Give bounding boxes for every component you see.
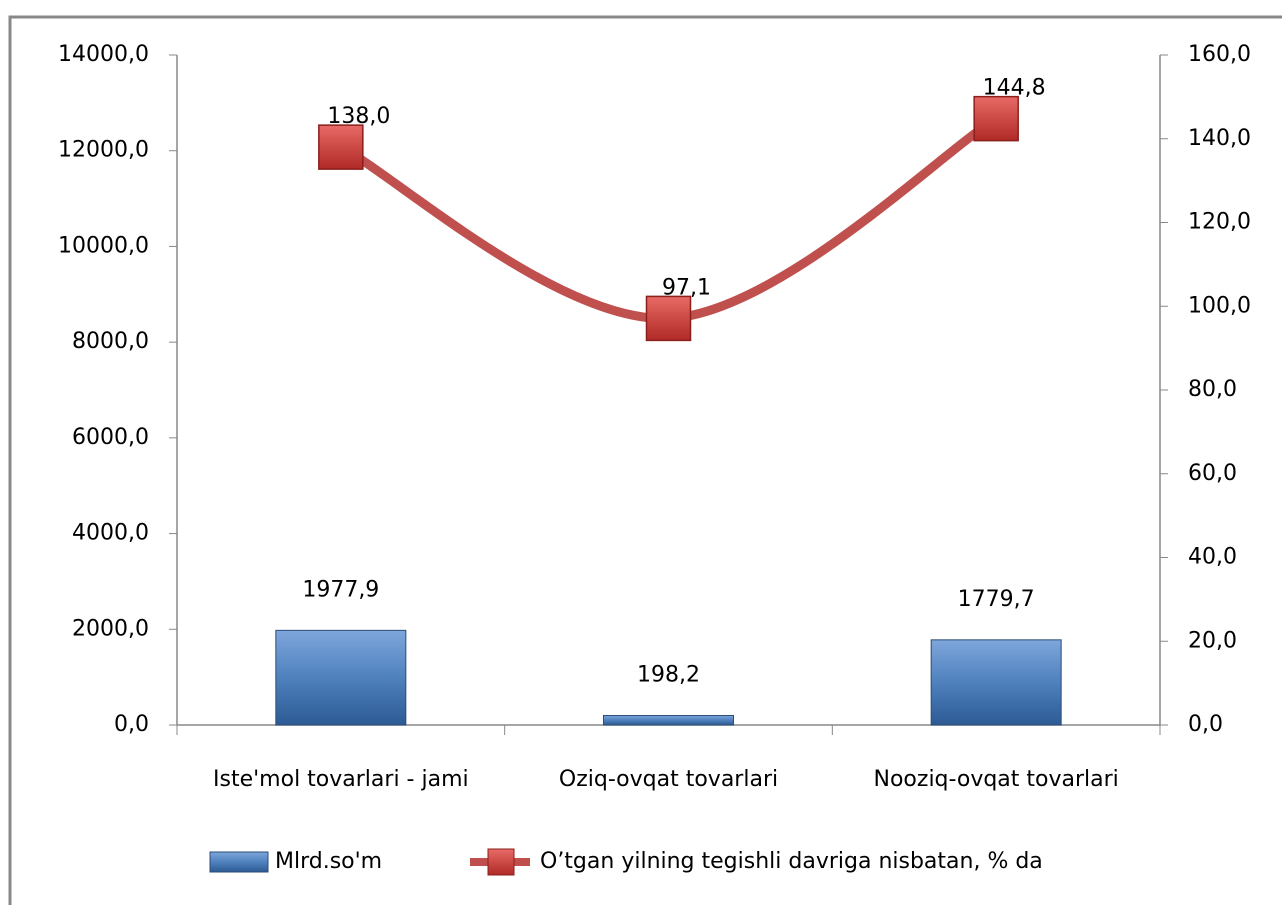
y-tick-label: 10000,0 <box>58 233 149 258</box>
chart-border <box>8 15 1282 905</box>
bar-value-label: 198,2 <box>637 663 700 688</box>
bar <box>603 715 734 726</box>
y-tick-label: 14000,0 <box>58 42 149 67</box>
line-marker <box>973 95 1019 142</box>
line-value-label: 97,1 <box>662 275 711 300</box>
bar <box>275 629 407 726</box>
x-tick-label: Oziq-ovqat tovarlari <box>559 767 778 792</box>
y-tick-label: 12000,0 <box>58 138 149 163</box>
legend-swatch <box>209 851 269 873</box>
y-tick-label: 8000,0 <box>72 329 149 354</box>
bar <box>930 639 1062 726</box>
y2-tick-label: 60,0 <box>1188 461 1237 486</box>
legend-label: O’tgan yilning tegishli davriga nisbatan… <box>540 849 1043 874</box>
y2-tick-label: 160,0 <box>1188 42 1251 67</box>
legend-marker <box>487 848 515 876</box>
y-tick-label: 0,0 <box>114 712 149 737</box>
legend-label: Mlrd.so'm <box>275 849 382 874</box>
y-tick-label: 2000,0 <box>72 616 149 641</box>
y2-tick-label: 80,0 <box>1188 377 1237 402</box>
y2-tick-label: 40,0 <box>1188 545 1237 570</box>
bar-value-label: 1977,9 <box>302 577 379 602</box>
y2-tick-label: 20,0 <box>1188 628 1237 653</box>
x-tick-label: Nooziq-ovqat tovarlari <box>874 767 1119 792</box>
y2-tick-label: 120,0 <box>1188 210 1251 235</box>
line-marker <box>645 295 692 342</box>
line-value-label: 138,0 <box>327 104 390 129</box>
bar-value-label: 1779,7 <box>958 587 1035 612</box>
x-tick-label: Iste'mol tovarlari - jami <box>213 767 469 792</box>
y-tick-label: 6000,0 <box>72 425 149 450</box>
y2-tick-label: 0,0 <box>1188 712 1223 737</box>
y2-tick-label: 100,0 <box>1188 293 1251 318</box>
line-value-label: 144,8 <box>983 76 1046 101</box>
y2-tick-label: 140,0 <box>1188 126 1251 151</box>
line-marker <box>318 124 364 170</box>
y-tick-label: 4000,0 <box>72 521 149 546</box>
